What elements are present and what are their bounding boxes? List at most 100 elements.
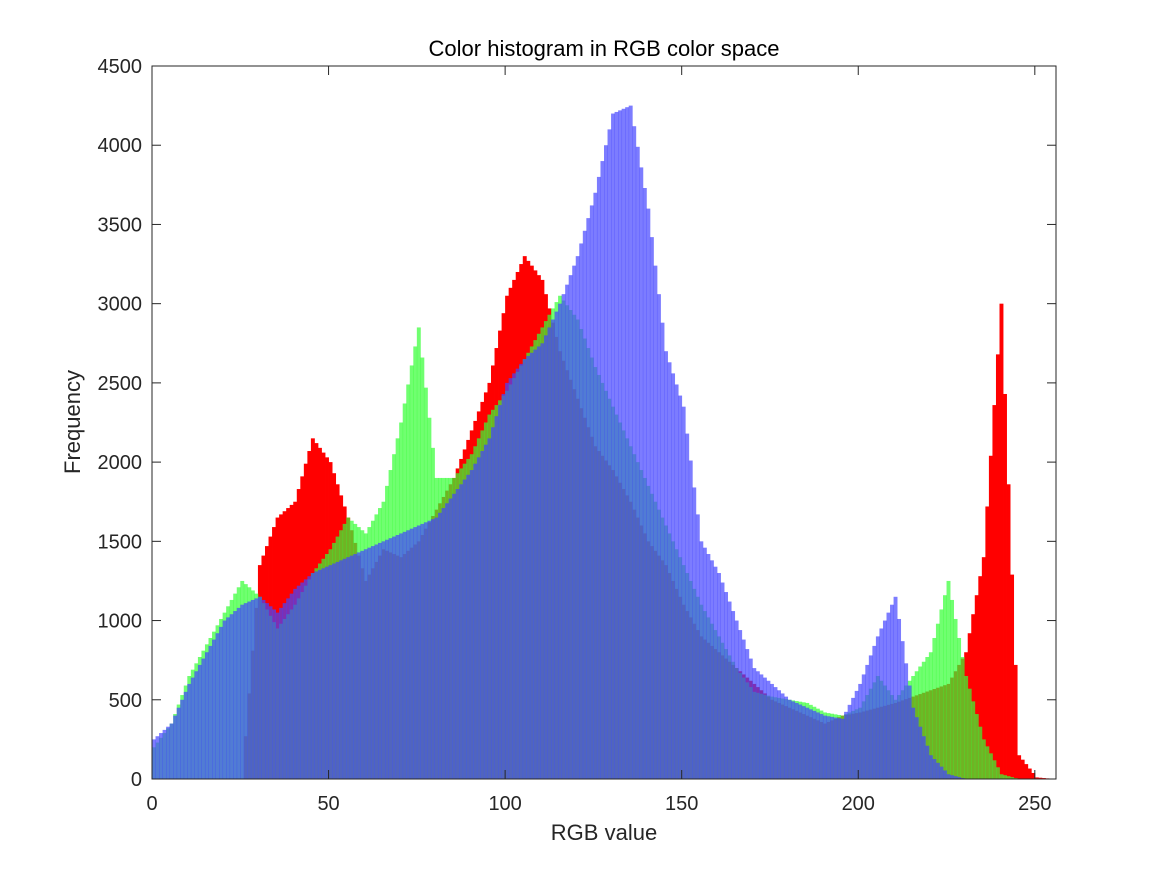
- histogram-bar: [1034, 777, 1039, 779]
- histogram-bar: [935, 762, 940, 779]
- histogram-bar: [738, 630, 743, 779]
- histogram-bar: [667, 362, 672, 779]
- histogram-bar: [815, 712, 820, 779]
- histogram-bar: [964, 676, 969, 779]
- histogram-bar: [279, 607, 284, 779]
- histogram-bar: [604, 145, 608, 779]
- histogram-bar: [939, 766, 944, 779]
- histogram-bar: [413, 527, 418, 779]
- histogram-bar: [547, 327, 552, 779]
- histogram-bar: [310, 573, 315, 779]
- histogram-bar: [678, 395, 683, 779]
- histogram-bar: [388, 538, 393, 779]
- histogram-bar: [459, 484, 464, 779]
- histogram-bar: [995, 354, 1000, 779]
- histogram-bar: [487, 438, 492, 779]
- histogram-bar: [586, 218, 591, 779]
- histogram-bar: [798, 704, 803, 779]
- histogram-bar: [543, 335, 548, 779]
- histogram-bar: [950, 599, 954, 779]
- histogram-bar: [409, 528, 414, 779]
- histogram-bar: [491, 427, 495, 779]
- histogram-bar: [600, 161, 605, 780]
- x-tick-label: 250: [1018, 793, 1051, 815]
- histogram-bar: [953, 776, 958, 779]
- x-tick-label: 0: [146, 793, 157, 815]
- histogram-bar: [1010, 574, 1015, 779]
- histogram-bar: [536, 346, 541, 779]
- histogram-bar: [928, 755, 933, 779]
- histogram-bar: [946, 580, 951, 779]
- histogram-bar: [247, 601, 252, 779]
- histogram-bar: [706, 554, 711, 779]
- histogram-bar: [724, 592, 728, 779]
- histogram-bar: [473, 463, 478, 779]
- y-tick-label: 4000: [98, 135, 143, 157]
- histogram-bar: [381, 541, 386, 779]
- histogram-bar: [501, 393, 506, 779]
- histogram-bar: [558, 303, 563, 779]
- histogram-bar: [215, 633, 220, 779]
- histogram-bar: [971, 701, 976, 779]
- histogram-bar: [162, 729, 167, 779]
- histogram-bar: [395, 534, 400, 779]
- histogram-bar: [321, 568, 326, 779]
- histogram-bar: [992, 760, 997, 779]
- histogram-bar: [448, 498, 453, 779]
- histogram-bar: [201, 658, 206, 779]
- histogram-bar: [356, 552, 361, 779]
- histogram-bar: [370, 546, 375, 779]
- x-tick-label: 150: [665, 793, 698, 815]
- histogram-bar: [342, 558, 347, 779]
- histogram-bar: [713, 566, 718, 779]
- y-tick-label: 3500: [98, 214, 143, 236]
- histogram-bar: [671, 373, 676, 779]
- histogram-bar: [275, 612, 280, 779]
- histogram-bar: [166, 726, 171, 779]
- histogram-bar: [438, 512, 442, 779]
- histogram-bar: [1017, 755, 1022, 779]
- histogram-bar: [649, 237, 654, 779]
- histogram-bar: [702, 547, 707, 779]
- series-2-bars: [152, 105, 965, 780]
- histogram-bar: [1013, 664, 1018, 779]
- histogram-bar: [314, 571, 319, 779]
- histogram-bar: [565, 284, 570, 779]
- histogram-bar: [957, 637, 962, 779]
- histogram-bar: [625, 107, 630, 779]
- histogram-bar: [307, 576, 312, 779]
- histogram-bar: [614, 111, 619, 779]
- histogram-bar: [505, 382, 510, 779]
- histogram-bar: [904, 663, 909, 779]
- histogram-bar: [988, 455, 993, 779]
- histogram-bar: [328, 565, 333, 779]
- histogram-bar: [378, 542, 382, 779]
- histogram-bar: [1003, 775, 1007, 779]
- histogram-bar: [777, 690, 781, 779]
- histogram-bar: [529, 352, 534, 779]
- histogram-bar: [830, 716, 834, 779]
- histogram-bar: [928, 652, 933, 779]
- histogram-bar: [469, 470, 474, 779]
- histogram-bar: [784, 696, 789, 779]
- histogram-bar: [1024, 764, 1029, 779]
- histogram-bar: [950, 775, 954, 779]
- histogram-bar: [554, 311, 559, 779]
- histogram-bar: [1031, 772, 1036, 779]
- histogram-bar: [974, 595, 979, 779]
- histogram-bar: [519, 363, 524, 779]
- histogram-bar: [176, 707, 181, 779]
- histogram-bar: [374, 544, 379, 779]
- histogram-bar: [988, 753, 993, 779]
- histogram-bar: [974, 714, 979, 779]
- y-tick-label: 1500: [98, 531, 143, 553]
- chart-title: Color histogram in RGB color space: [429, 36, 780, 61]
- histogram-bar: [932, 759, 937, 779]
- histogram-bar: [660, 322, 665, 779]
- histogram-bar: [981, 557, 986, 779]
- histogram-bar: [681, 406, 686, 779]
- histogram-bar: [349, 555, 354, 779]
- histogram-bar: [981, 739, 986, 779]
- histogram-bar: [656, 294, 661, 779]
